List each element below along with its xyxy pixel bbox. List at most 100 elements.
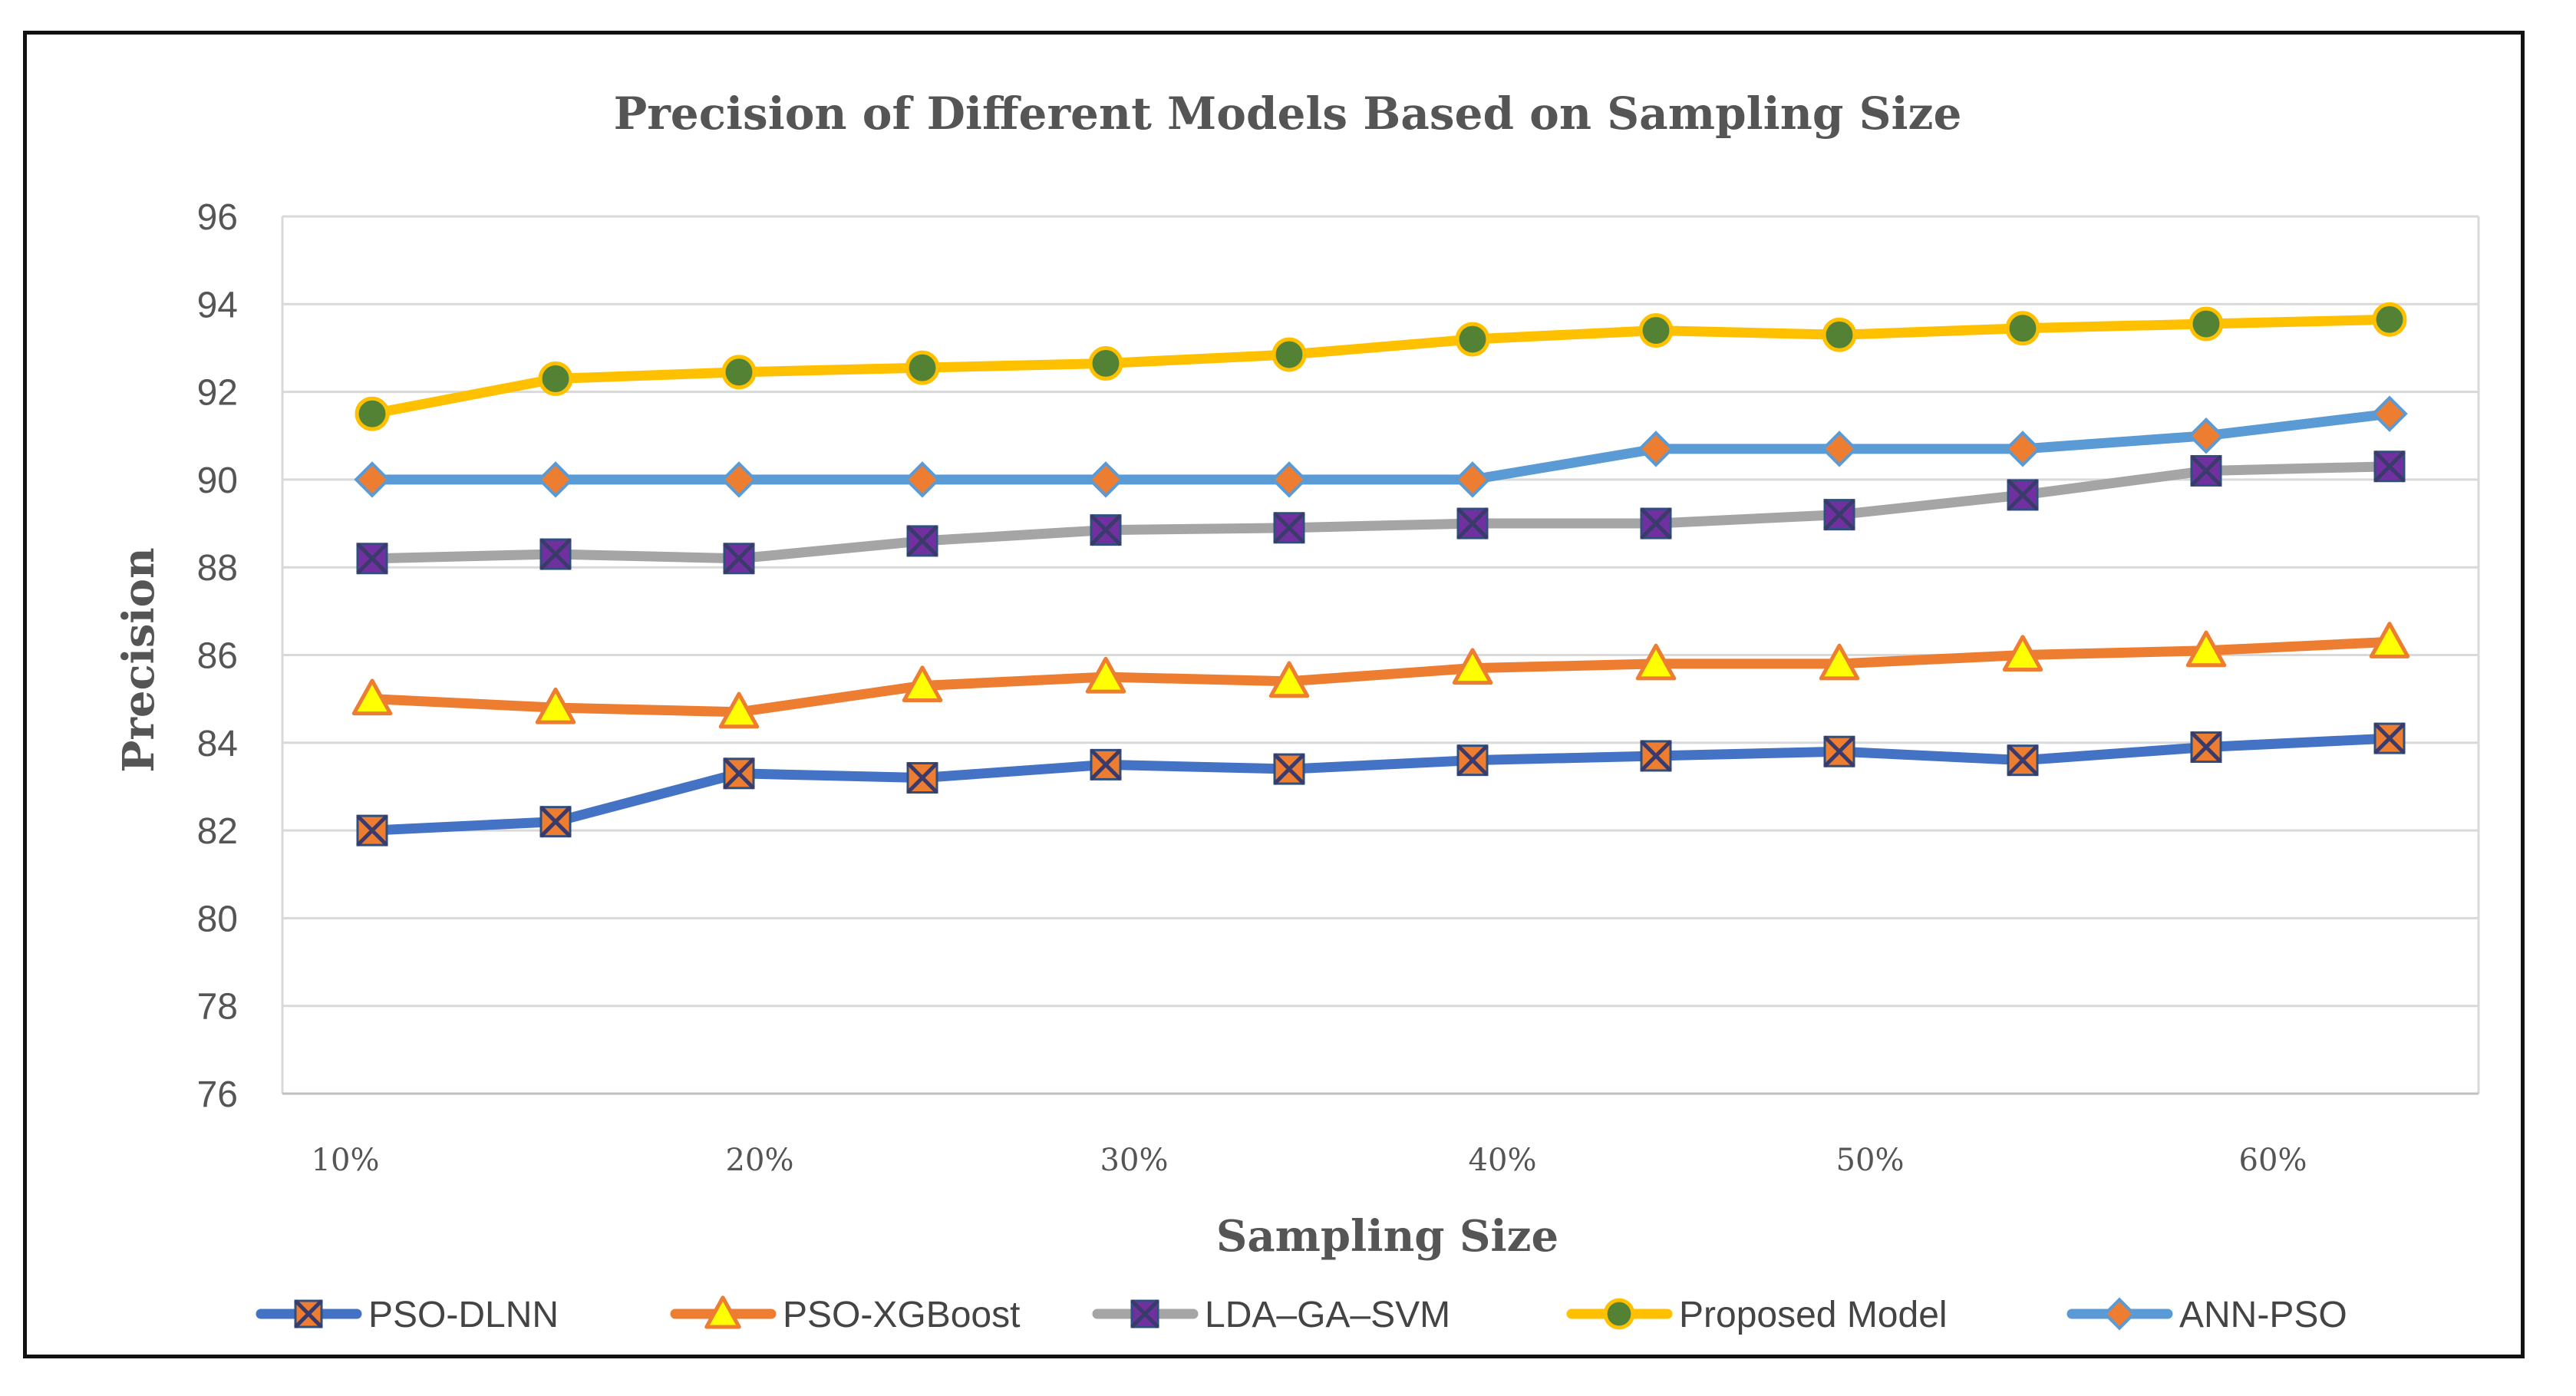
legend-label: PSO-DLNN [368,1295,559,1335]
data-point-proposed-model [2372,302,2407,337]
legend-item-pso-xgboost: PSO-XGBoost [670,1295,1020,1335]
data-point-proposed-model [1638,313,1674,348]
data-point-ann-pso [1454,461,1491,498]
legend-swatch-marker [704,1295,741,1329]
legend-item-pso-dlnn: PSO-DLNN [256,1295,559,1335]
data-point-pso-xgboost [2185,630,2227,668]
series-line-pso-xgboost [367,636,2395,718]
data-point-pso-xgboost [535,687,576,724]
data-point-proposed-model [2188,306,2224,342]
data-point-pso-dlnn [1090,748,1122,781]
data-point-pso-dlnn [1823,735,1855,767]
data-point-proposed-model [538,361,573,396]
data-point-pso-dlnn [2373,722,2406,754]
data-point-ann-pso [904,461,941,498]
data-point-lda-ga-svm [356,543,388,575]
data-point-lda-ga-svm [1273,511,1305,544]
y-tick-label: 76 [197,1074,238,1115]
legend-swatch-marker [1603,1298,1635,1330]
data-point-proposed-model [721,355,757,390]
series-lines [367,314,2395,836]
y-tick-label: 82 [197,811,238,852]
data-point-pso-dlnn [356,814,388,847]
y-tick-label: 94 [197,285,238,325]
y-tick-label: 80 [197,899,238,939]
series-line-ann-pso [367,408,2395,485]
y-tick-label: 84 [197,724,238,764]
y-tick-label: 96 [197,197,238,238]
data-point-lda-ga-svm [539,538,572,570]
data-point-lda-ga-svm [1823,498,1855,531]
x-tick-label: 10% [312,1143,380,1178]
data-point-proposed-model [1272,337,1307,372]
data-point-pso-xgboost [351,678,393,716]
legend-swatch-marker [1130,1299,1159,1328]
data-point-ann-pso [354,461,391,498]
data-point-pso-xgboost [2002,635,2043,672]
data-point-pso-dlnn [906,761,938,794]
data-point-pso-xgboost [1085,656,1126,694]
legend-label: PSO-XGBoost [783,1295,1020,1335]
data-point-proposed-model [1822,317,1857,352]
legend-label: Proposed Model [1679,1295,1948,1335]
series-markers [351,302,2410,847]
data-point-ann-pso [2371,395,2408,432]
data-point-pso-dlnn [539,805,572,838]
series-line-pso-dlnn [367,733,2395,836]
data-point-pso-dlnn [2190,731,2222,764]
data-point-pso-xgboost [2369,622,2410,658]
data-point-ann-pso [2188,417,2225,454]
x-tick-label: 20% [726,1143,794,1178]
data-point-pso-xgboost [1268,661,1310,698]
legend-swatch-marker [294,1299,323,1328]
y-tick-label: 90 [197,460,238,501]
legend-label: ANN-PSO [2179,1295,2347,1335]
x-tick-labels: 10% 20% 30% 40% 50% 60% [312,1143,2307,1178]
data-point-ann-pso [721,461,757,498]
data-point-pso-xgboost [1452,648,1493,685]
data-point-lda-ga-svm [1456,507,1489,540]
data-point-proposed-model [1455,322,1490,357]
y-tick-label: 78 [197,987,238,1028]
legend-item-lda-ga-svm: LDA–GA–SVM [1092,1295,1450,1335]
data-point-lda-ga-svm [2373,450,2406,483]
data-point-lda-ga-svm [906,525,938,557]
data-point-pso-xgboost [902,665,943,703]
chart-title: Precision of Different Models Based on S… [614,87,1962,140]
data-point-lda-ga-svm [1640,507,1672,540]
legend-item-proposed-model: Proposed Model [1566,1295,1948,1335]
data-point-ann-pso [537,461,574,498]
data-point-pso-dlnn [1273,753,1305,785]
x-tick-label: 50% [1836,1143,1905,1178]
data-point-lda-ga-svm [1090,513,1122,546]
legend-item-ann-pso: ANN-PSO [2066,1295,2347,1335]
data-point-lda-ga-svm [2007,479,2039,511]
data-point-ann-pso [1821,431,1858,467]
data-point-ann-pso [1087,461,1124,498]
legend-swatch-marker [2103,1297,2136,1331]
data-point-pso-dlnn [2007,744,2039,777]
data-point-pso-dlnn [1640,740,1672,772]
data-point-proposed-model [905,350,940,385]
data-point-lda-ga-svm [2190,454,2222,487]
data-point-ann-pso [1271,461,1308,498]
series-line-lda-ga-svm [367,461,2395,564]
data-point-proposed-model [355,396,390,431]
x-tick-label: 30% [1100,1143,1169,1178]
x-tick-label: 40% [1469,1143,1537,1178]
data-point-pso-xgboost [1635,643,1677,681]
legend-label: LDA–GA–SVM [1205,1295,1450,1335]
data-point-pso-xgboost [1819,643,1860,681]
y-axis-title: Precision [114,547,164,772]
data-point-proposed-model [2005,311,2040,346]
legend: PSO-DLNN PSO-XGBoost LDA–GA–SVM Proposed Mo… [256,1295,2347,1335]
x-tick-label: 60% [2239,1143,2307,1178]
data-point-ann-pso [1638,431,1674,467]
data-point-proposed-model [1088,346,1123,381]
data-point-pso-xgboost [718,691,760,729]
y-tick-label: 92 [197,373,238,414]
y-tick-labels: 76 78 80 82 84 86 88 90 92 94 96 [197,197,238,1115]
series-line-proposed-model [367,314,2395,419]
data-point-lda-ga-svm [723,543,755,575]
